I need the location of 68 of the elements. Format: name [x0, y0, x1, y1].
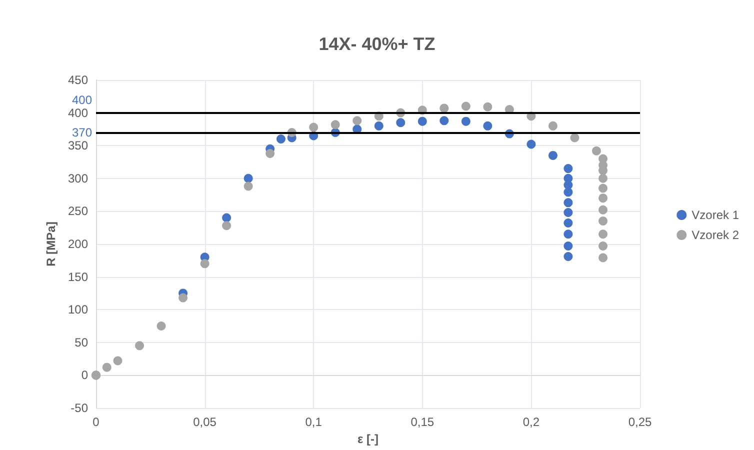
point — [483, 102, 492, 112]
x-tick-label: 0,25 — [628, 415, 652, 429]
point — [526, 140, 536, 149]
point — [440, 104, 449, 113]
x-tick-label: 0,2 — [522, 415, 540, 429]
point — [564, 218, 573, 228]
point — [564, 198, 573, 208]
x-tick-label: 0,1 — [305, 415, 322, 429]
y-tick-label: 350 — [68, 138, 88, 153]
point — [113, 356, 122, 366]
point — [374, 121, 384, 130]
point — [244, 182, 253, 191]
point — [598, 174, 608, 183]
point — [598, 205, 608, 214]
x-tick-label: 0,05 — [193, 415, 217, 429]
point — [222, 213, 232, 222]
point — [564, 208, 573, 218]
y-tick-label: 150 — [68, 270, 88, 284]
point — [156, 322, 166, 330]
point — [598, 241, 608, 250]
legend-label: Vzorek 1 — [692, 208, 740, 222]
point — [309, 122, 318, 132]
y-axis-title: R [MPa] — [44, 222, 58, 266]
point — [222, 221, 232, 230]
point — [330, 120, 340, 130]
legend-label: Vzorek 2 — [692, 228, 740, 242]
point — [598, 230, 608, 239]
y-tick-label: 450 — [68, 73, 88, 87]
point — [276, 134, 286, 144]
y-tick-label: 400 — [68, 106, 88, 120]
y-tick-label: 200 — [68, 237, 88, 251]
point — [570, 133, 580, 142]
point — [564, 164, 573, 174]
point — [598, 253, 608, 262]
point — [564, 252, 573, 261]
point — [352, 116, 362, 126]
point — [200, 259, 210, 268]
y-tick-label: 0 — [81, 368, 88, 382]
x-tick-label: 0,15 — [410, 415, 434, 429]
chart-title: 14X- 40%+ TZ — [318, 34, 436, 54]
point — [440, 116, 449, 126]
point — [592, 146, 601, 156]
y-tick-label: 250 — [68, 204, 88, 218]
point — [244, 174, 253, 183]
point — [396, 118, 406, 128]
point — [598, 216, 608, 226]
y-tick-label: 50 — [74, 335, 88, 350]
point — [564, 188, 573, 197]
point — [564, 241, 573, 250]
point — [102, 362, 112, 372]
y-tick-label: 100 — [68, 302, 88, 317]
x-tick-label: 0 — [92, 415, 100, 429]
point — [461, 102, 470, 111]
y-tick-label: -50 — [70, 401, 88, 415]
point — [266, 148, 275, 158]
point — [461, 116, 470, 126]
point — [548, 121, 558, 130]
point — [483, 121, 492, 130]
x-axis-title: ε [-] — [357, 432, 379, 446]
point — [418, 116, 427, 126]
point — [598, 184, 608, 193]
point — [564, 230, 573, 239]
point — [135, 341, 144, 350]
y-tick-label: 300 — [68, 171, 88, 186]
point — [598, 194, 608, 203]
point — [178, 293, 188, 302]
point — [548, 150, 558, 160]
ref-line-label: 370 — [72, 125, 92, 140]
